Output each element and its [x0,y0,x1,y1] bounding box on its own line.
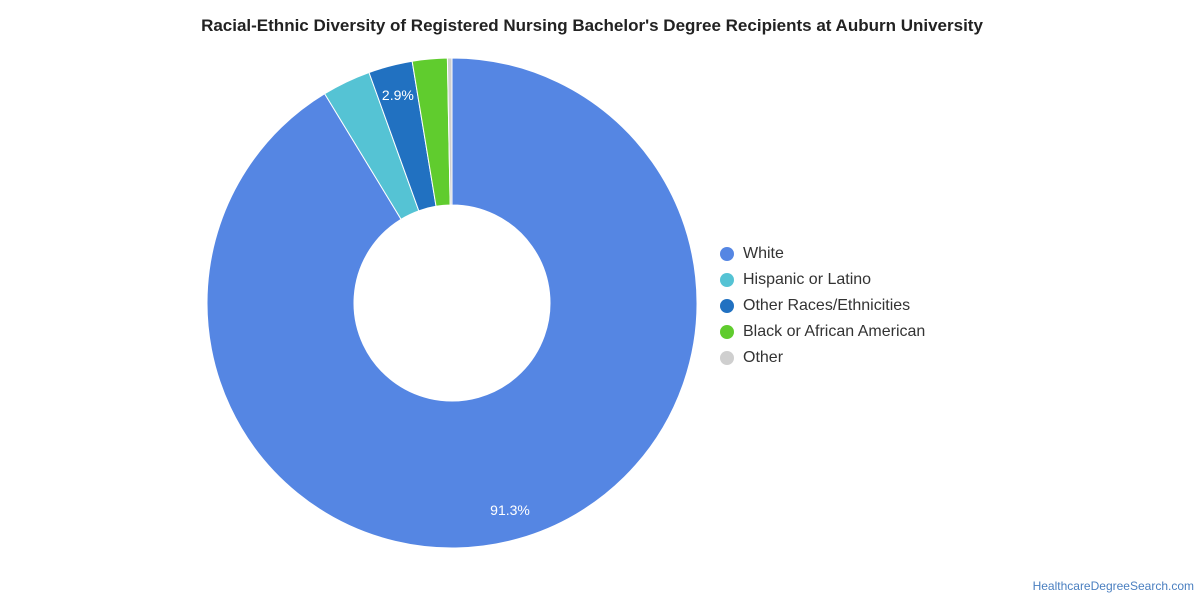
legend-label: Hispanic or Latino [743,271,872,288]
slice-label: 2.9% [382,87,414,103]
legend-item[interactable]: Other Races/Ethnicities [720,293,925,319]
legend-swatch [720,273,734,287]
donut-slices [206,57,698,549]
legend-label: Other [743,349,784,366]
legend-label: White [743,245,784,262]
source-link[interactable]: HealthcareDegreeSearch.com [1032,579,1194,593]
legend-swatch [720,299,734,313]
slice-label: 91.3% [490,502,530,518]
legend-item[interactable]: Hispanic or Latino [720,267,925,293]
legend-label: Other Races/Ethnicities [743,297,911,314]
legend-label: Black or African American [743,323,926,340]
chart-title: Racial-Ethnic Diversity of Registered Nu… [201,16,983,35]
slice-labels: 91.3% 2.9% [382,87,530,518]
legend-swatch [720,325,734,339]
legend-swatch [720,351,734,365]
slice-white[interactable] [206,57,698,549]
legend-swatch [720,247,734,261]
legend-item[interactable]: Black or African American [720,319,925,345]
legend-item[interactable]: Other [720,345,925,371]
legend-item[interactable]: White [720,241,925,267]
legend: White Hispanic or Latino Other Races/Ethni… [720,241,925,371]
slice-other[interactable] [446,57,453,206]
